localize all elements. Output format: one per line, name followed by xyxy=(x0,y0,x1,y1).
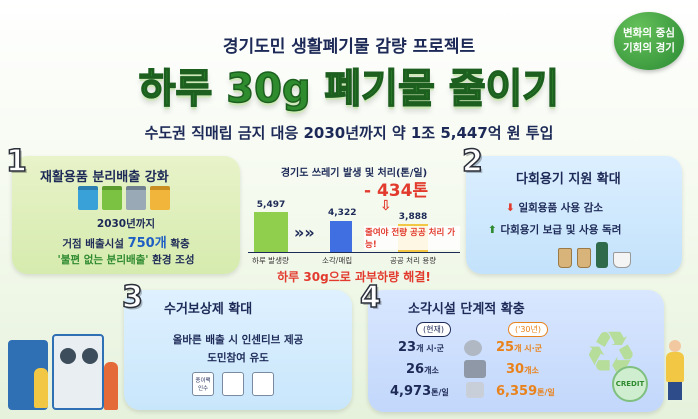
row-2-now-value: 26 xyxy=(406,362,425,377)
credit-coin-label: CREDIT xyxy=(615,380,645,388)
paper-pack-icon-label: 종이팩 인수 xyxy=(195,378,211,392)
collection-machine-illustration xyxy=(8,318,120,414)
section-1-highlight-count: 750개 xyxy=(127,236,167,251)
section-3-number: 3 xyxy=(121,279,143,316)
row-3-now-unit: 톤/일 xyxy=(431,388,449,397)
section-2-item-2-text: 다회용기 보급 및 사용 독려 xyxy=(500,224,622,236)
bar-label-2: 4,322 xyxy=(328,208,357,218)
waste-pile-icon xyxy=(466,382,484,398)
row-1-now-value: 23 xyxy=(398,340,417,355)
reduction-note: 줄여야 전량 공공 처리 가능! xyxy=(364,226,460,250)
chart-title: 경기도 쓰레기 발생 및 처리(톤/일) xyxy=(280,168,428,179)
row-2-now: 26개소 xyxy=(406,362,439,377)
city-map-icon xyxy=(464,340,482,356)
reduction-amount: - 434톤 xyxy=(364,181,429,201)
section-2-item-2: ⬆ 다회용기 보급 및 사용 독려 xyxy=(488,222,621,237)
section-1-line-2-suffix: 확충 xyxy=(166,238,190,250)
row-2-future: 30개소 xyxy=(506,362,539,377)
reward-item-icons: 종이팩 인수 xyxy=(192,372,274,396)
chart-call-to-action: 하루 30g으로 과부하량 해결! xyxy=(277,270,431,284)
row-3-future-unit: 톤/일 xyxy=(537,388,555,397)
row-1-future-unit: 개 시·군 xyxy=(514,344,542,353)
section-2-title: 다회용기 지원 확대 xyxy=(516,172,621,187)
column-now-label: (현재) xyxy=(416,322,451,337)
up-arrow-icon: ⬆ xyxy=(488,224,497,236)
section-4-title: 소각시설 단계적 확충 xyxy=(408,302,525,317)
row-1-future: 25개 시·군 xyxy=(496,340,542,355)
reusable-cups-icon xyxy=(558,242,631,268)
incinerator-icon xyxy=(464,360,486,378)
section-1-line-3-suffix: 환경 조성 xyxy=(148,254,195,266)
section-2-item-1: ⬇ 일회용품 사용 감소 xyxy=(506,200,603,215)
section-3-line-2: 도민참여 유도 xyxy=(207,352,269,364)
section-1-card: 1 재활용품 분리배출 강화 2030년까지 거점 배출시설 750개 확충 '… xyxy=(5,143,240,274)
flow-arrows-icon: »» xyxy=(294,223,315,242)
badge-line-2: 기회의 경기 xyxy=(623,42,675,54)
category-label-1: 하루 발생량 xyxy=(252,256,289,265)
credit-coin-icon: CREDIT xyxy=(612,366,648,402)
column-future-label: ('30년) xyxy=(508,322,548,337)
section-1-highlight-phrase: '불편 없는 분리배출' xyxy=(57,254,149,266)
row-3-future-value: 6,359 xyxy=(496,384,538,399)
row-1-now: 23개 시·군 xyxy=(398,340,444,355)
row-3-future: 6,359톤/일 xyxy=(496,384,555,399)
section-1-line-2-prefix: 거점 배출시설 xyxy=(62,238,128,250)
cans-icon xyxy=(222,372,244,396)
section-1-number: 1 xyxy=(5,143,27,180)
section-1-title: 재활용품 분리배출 강화 xyxy=(40,170,169,185)
category-label-3: 공공 처리 용량 xyxy=(390,256,437,265)
section-1-line-2: 거점 배출시설 750개 확충 xyxy=(12,232,240,251)
bar-label-3: 3,888 xyxy=(398,212,428,222)
section-3-line-1: 올바른 배출 시 인센티브 제공 xyxy=(172,334,304,346)
project-subtitle: 경기도민 생활폐기물 감량 프로젝트 xyxy=(222,37,476,57)
row-1-now-unit: 개 시·군 xyxy=(416,344,444,353)
badge-line-1: 변화의 중심 xyxy=(623,27,675,39)
gyeonggi-slogan-badge: 변화의 중심 기회의 경기 xyxy=(614,12,684,70)
row-1-future-value: 25 xyxy=(496,340,515,355)
row-3-now: 4,973톤/일 xyxy=(390,384,449,399)
section-4-card: 4 소각시설 단계적 확충 (현재) ('30년) 23개 시·군 25개 시·… xyxy=(359,279,664,412)
bar-incineration-landfill xyxy=(330,221,352,252)
row-3-now-value: 4,973 xyxy=(390,384,432,399)
main-headline: 하루 30g 폐기물 줄이기 xyxy=(138,65,560,113)
section-3-card: 3 수거보상제 확대 올바른 배출 시 인센티브 제공 도민참여 유도 종이팩 … xyxy=(121,279,352,410)
toilet-paper-icon xyxy=(252,372,274,396)
chart-baseline xyxy=(248,252,460,253)
row-2-now-unit: 개소 xyxy=(424,366,439,375)
section-1-line-3: '불편 없는 분리배출' 환경 조성 xyxy=(12,252,240,267)
reduction-down-arrow-icon: ⇩ xyxy=(380,198,392,214)
section-1-line-1: 2030년까지 xyxy=(96,218,156,230)
chart-plot-area: 5,497 »» 4,322 - 434톤 ⇩ 3,888 줄여야 전량 공공 … xyxy=(248,181,460,252)
bar-label-1: 5,497 xyxy=(256,200,286,210)
person-illustration xyxy=(664,340,686,400)
investment-subline: 수도권 직매립 금지 대응 2030년까지 약 1조 5,447억 원 투입 xyxy=(144,124,554,142)
section-2-card: 2 다회용기 지원 확대 ⬇ 일회용품 사용 감소 ⬆ 다회용기 보급 및 사용… xyxy=(461,143,682,274)
section-2-item-1-text: 일회용품 사용 감소 xyxy=(518,202,604,214)
row-2-future-value: 30 xyxy=(506,362,525,377)
bar-daily-generation xyxy=(254,212,288,252)
category-label-2: 소각/매립 xyxy=(322,256,353,265)
section-2-number: 2 xyxy=(461,143,483,180)
section-3-title: 수거보상제 확대 xyxy=(164,302,253,317)
paper-pack-icon: 종이팩 인수 xyxy=(192,372,214,396)
recycling-bins-icon xyxy=(78,186,170,210)
row-2-future-unit: 개소 xyxy=(524,366,539,375)
section-4-number: 4 xyxy=(359,279,381,316)
waste-chart-panel: 경기도 쓰레기 발생 및 처리(톤/일) 5,497 »» 4,322 - 43… xyxy=(248,156,460,286)
down-arrow-icon: ⬇ xyxy=(506,202,515,214)
